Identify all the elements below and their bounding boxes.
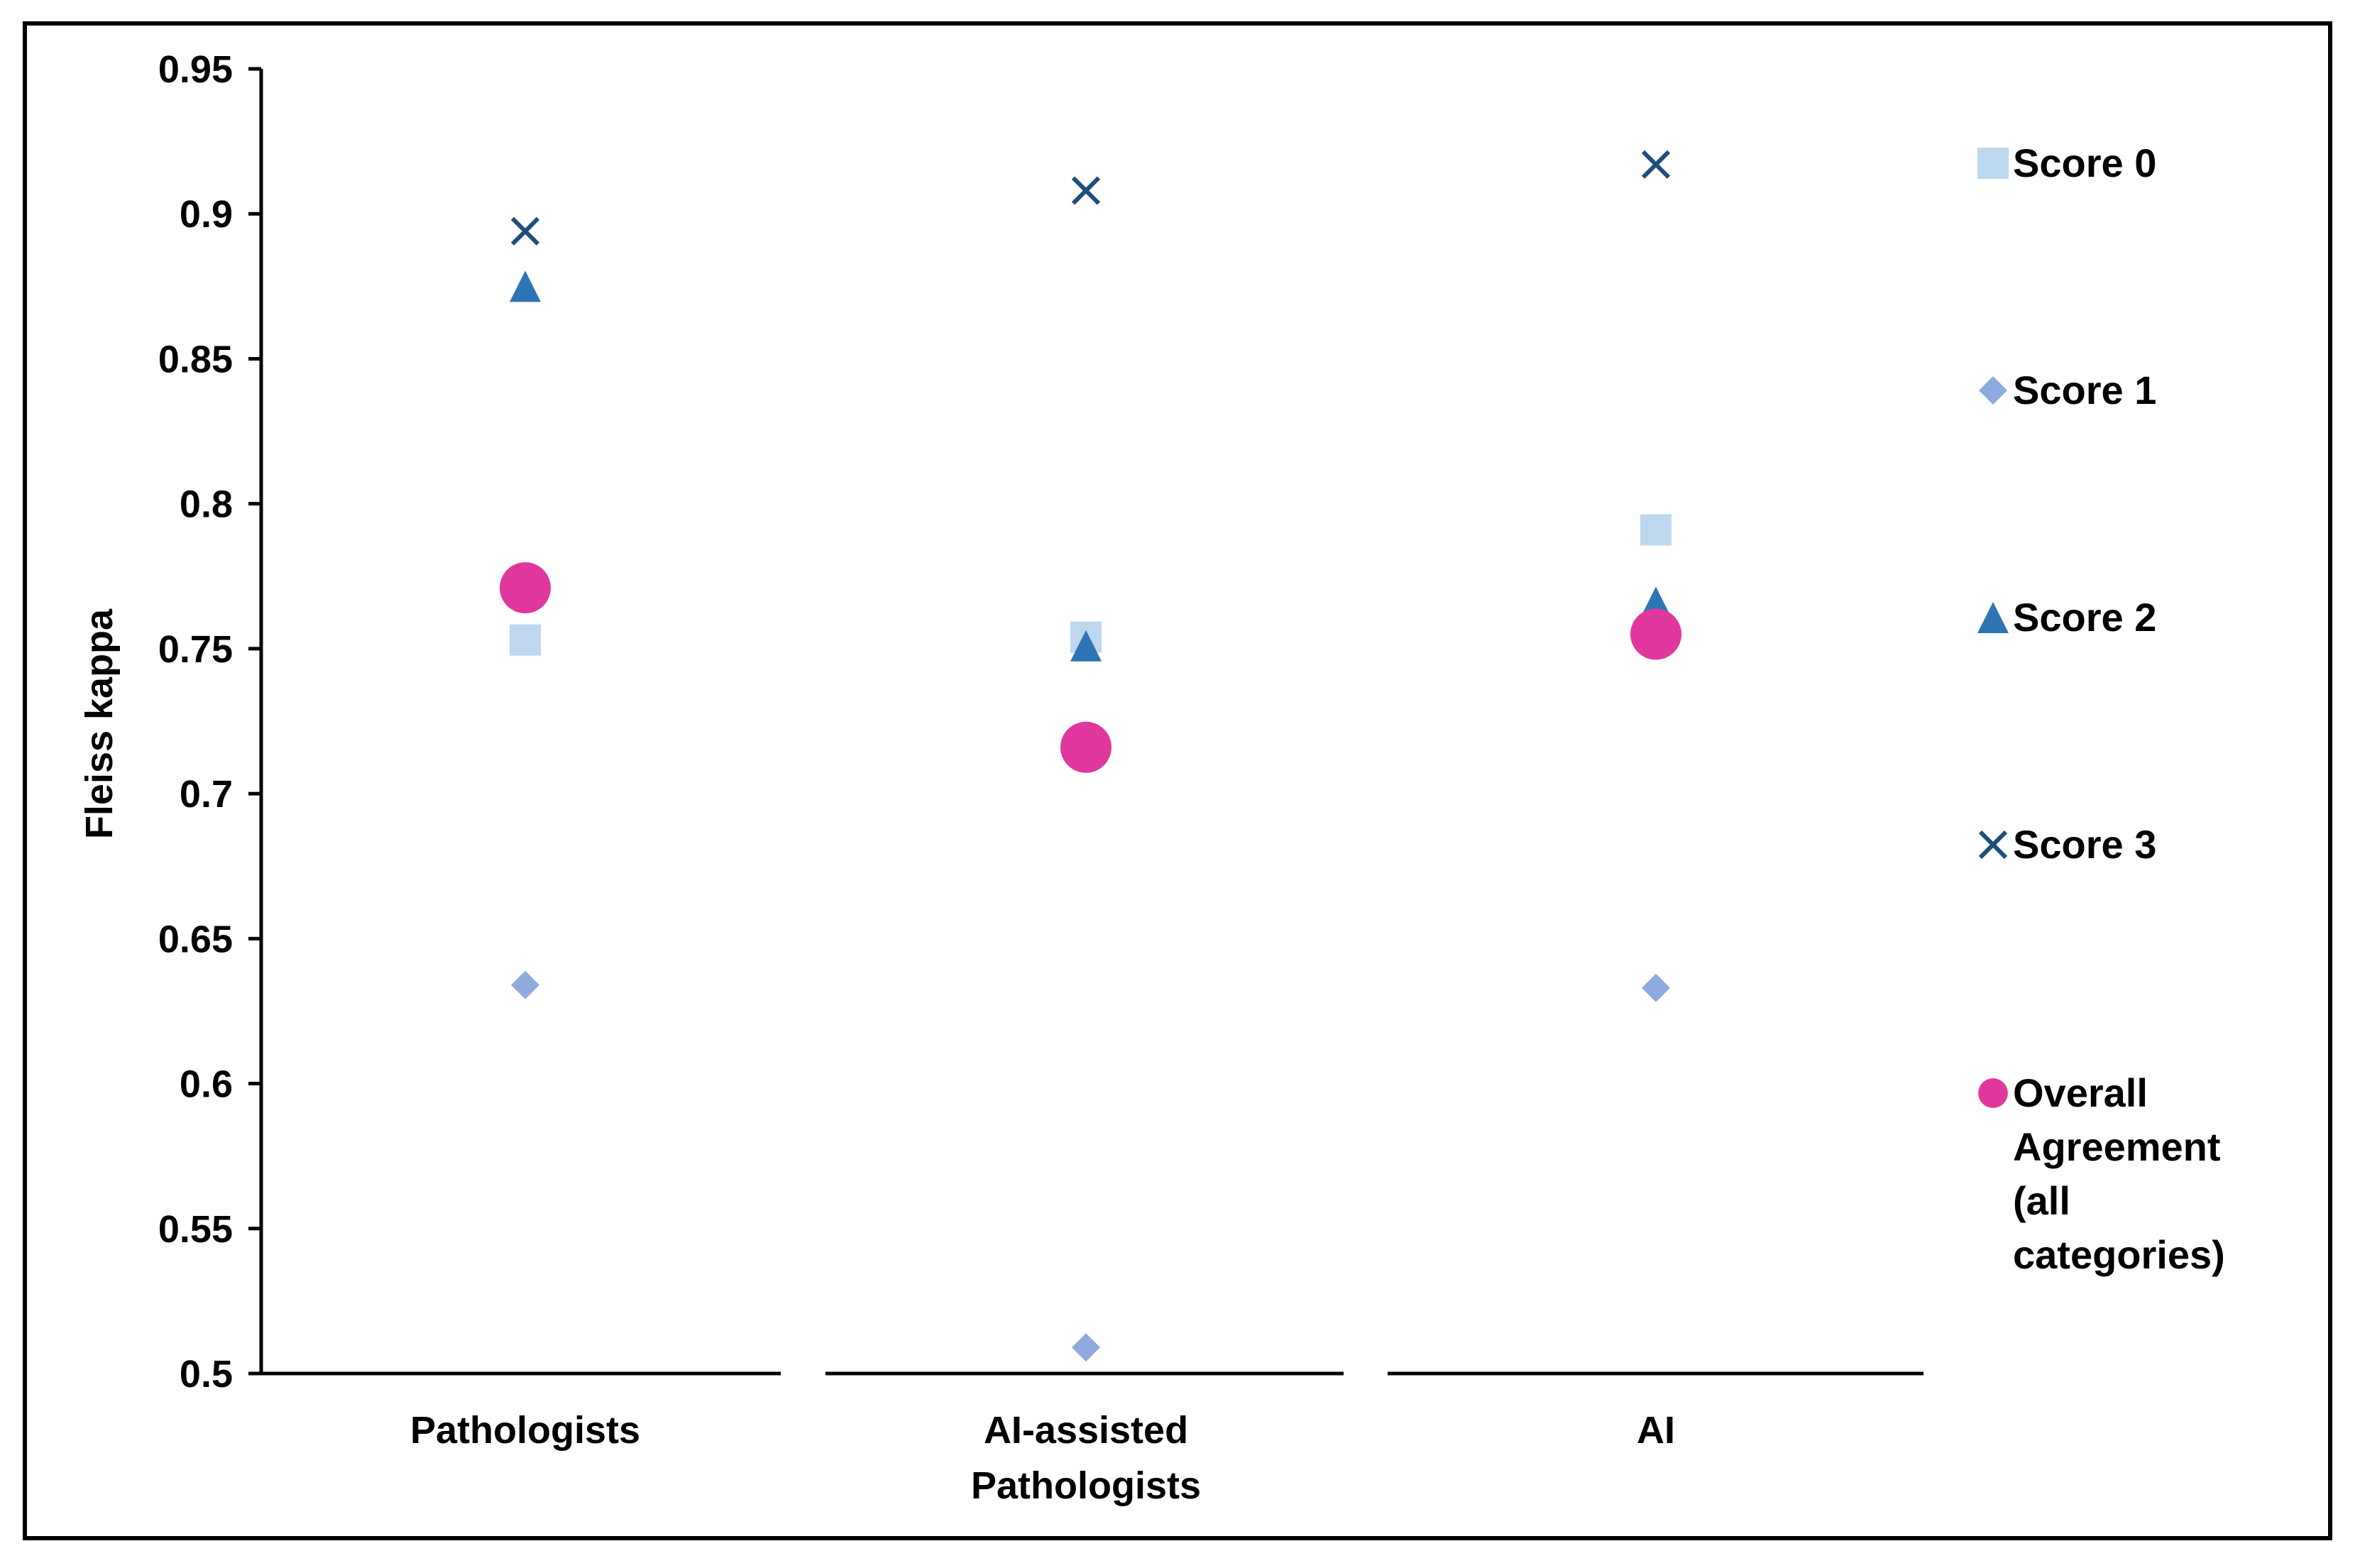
legend-label: Score 1	[2013, 363, 2297, 417]
point-triangle	[510, 270, 541, 302]
y-tick-label: 0.5	[180, 1353, 233, 1396]
legend-marker	[1978, 1078, 2008, 1108]
legend-label-line: categories)	[2013, 1232, 2225, 1277]
data-points	[500, 150, 1681, 1362]
point-x	[1071, 176, 1101, 205]
y-tick-label: 0.7	[180, 773, 233, 816]
y-tick-label: 0.85	[158, 338, 233, 380]
legend-triangle-icon	[1973, 596, 2013, 639]
legend-label-line: Score 0	[2013, 141, 2157, 185]
legend-symbol	[1978, 830, 2008, 860]
x-category-label: AI	[1637, 1409, 1675, 1452]
y-tick-label: 0.75	[158, 628, 233, 671]
y-tick-label: 0.9	[180, 193, 233, 236]
point-diamond	[1642, 973, 1670, 1002]
point-diamond	[1072, 1333, 1100, 1362]
axes: 0.95 0.9 0.85 0.8 0.75 0.7 0.65 0.6 0.55 0.5 Patho…	[78, 48, 1923, 1507]
legend-circle-icon	[1973, 1072, 2013, 1114]
legend-label-line: Score 3	[2013, 822, 2157, 867]
legend: Score 0 Score 1 Score 2 Score 3 Overall Agree…	[1973, 141, 2314, 1349]
legend-marker	[1978, 830, 2008, 860]
legend-label: Overall Agreement (all categories)	[2013, 1066, 2297, 1282]
point-square	[1640, 514, 1672, 546]
legend-label: Score 2	[2013, 591, 2297, 645]
legend-label-line: Score 1	[2013, 368, 2157, 412]
point-circle	[1630, 608, 1681, 660]
legend-diamond-icon	[1973, 369, 2013, 412]
y-axis-label: Fleiss kappa	[78, 608, 121, 839]
y-tick-label: 0.6	[180, 1063, 233, 1106]
legend-x-icon	[1973, 823, 2013, 866]
x-category-label: AI-assisted Pathologists	[971, 1409, 1201, 1507]
legend-marker	[1979, 376, 2007, 405]
legend-symbol	[1977, 148, 2009, 179]
y-tick-label: 0.55	[158, 1208, 233, 1251]
legend-symbol	[1978, 1078, 2008, 1108]
legend-label-line: Overall	[2013, 1070, 2148, 1115]
legend-marker	[1977, 148, 2009, 179]
point-triangle	[1070, 630, 1102, 662]
legend-label-line: (all	[2013, 1178, 2070, 1223]
point-circle	[1060, 721, 1112, 773]
y-tick-label: 0.8	[180, 483, 233, 526]
x-category-label: Pathologists	[410, 1409, 640, 1452]
point-square	[510, 624, 541, 656]
legend-label-line: Agreement	[2013, 1124, 2221, 1169]
y-tick-label: 0.65	[158, 918, 233, 960]
legend-symbol	[1979, 376, 2007, 405]
y-tick-label: 0.95	[158, 48, 233, 91]
legend-square-icon	[1973, 142, 2013, 185]
chart-frame	[23, 21, 2332, 1540]
point-diamond	[511, 970, 539, 999]
legend-symbol	[1977, 602, 2009, 633]
legend-item: Score 1	[1973, 368, 2297, 417]
point-circle	[500, 562, 551, 614]
legend-label: Score 0	[2013, 136, 2297, 190]
point-x	[1641, 150, 1671, 179]
legend-item: Score 0	[1973, 141, 2297, 190]
legend-item: Overall Agreement (all categories)	[1973, 1070, 2297, 1282]
legend-item: Score 3	[1973, 822, 2297, 872]
legend-label-line: Score 2	[2013, 595, 2157, 640]
legend-item: Score 2	[1973, 595, 2297, 645]
legend-marker	[1977, 602, 2009, 633]
legend-label: Score 3	[2013, 818, 2297, 872]
point-x	[510, 216, 540, 246]
